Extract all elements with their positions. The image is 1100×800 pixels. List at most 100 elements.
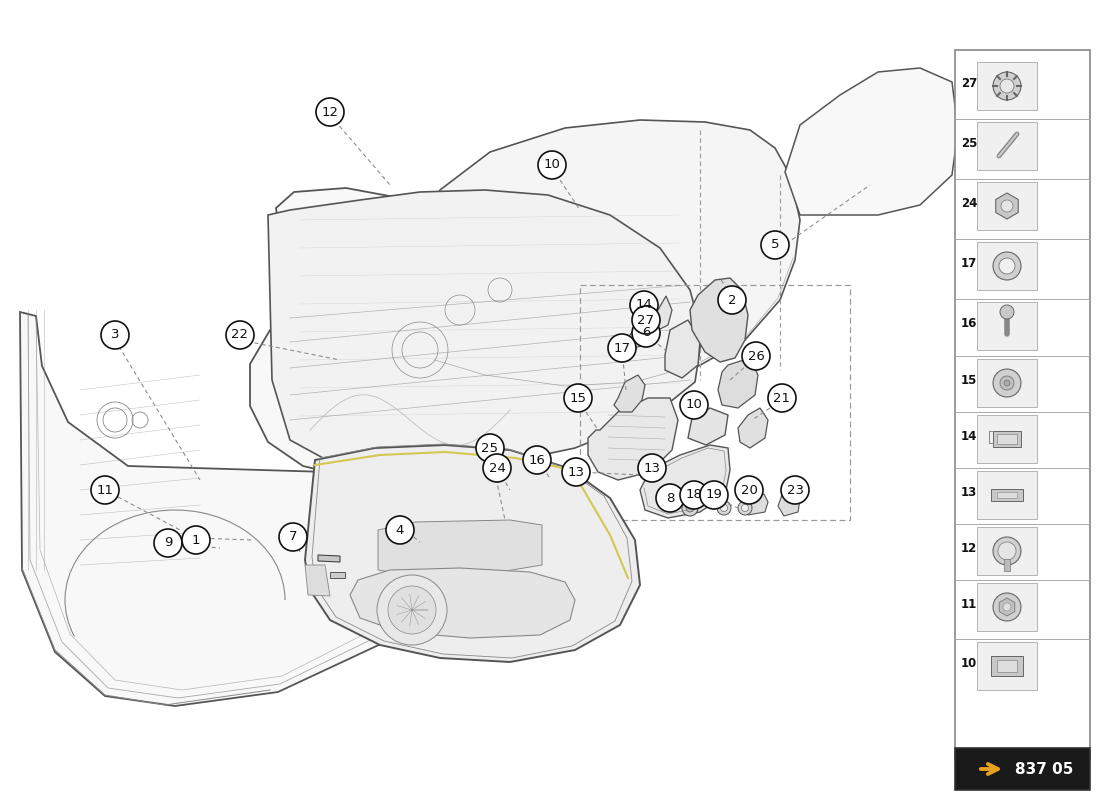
Text: 12: 12 [961,542,977,554]
Circle shape [656,484,684,512]
Circle shape [1000,305,1014,319]
Text: 8: 8 [666,491,674,505]
Circle shape [182,526,210,554]
Circle shape [522,446,551,474]
Circle shape [686,504,694,512]
Polygon shape [350,568,575,638]
Bar [977,302,1037,350]
Bar [993,431,1021,447]
Circle shape [741,505,748,511]
Circle shape [316,98,344,126]
Circle shape [742,342,770,370]
Circle shape [781,476,808,504]
Circle shape [564,384,592,412]
Circle shape [993,537,1021,565]
Bar [977,583,1037,631]
Polygon shape [305,445,640,662]
Circle shape [738,501,752,515]
Bar [977,122,1037,170]
Circle shape [682,500,698,516]
Circle shape [680,481,708,509]
Circle shape [632,319,660,347]
Text: 4: 4 [396,523,404,537]
Text: europ: europ [30,445,441,566]
Polygon shape [785,68,958,215]
Text: 13: 13 [568,466,584,478]
Text: 17: 17 [961,257,977,270]
Circle shape [998,542,1016,560]
Bar [977,642,1037,690]
Text: 837 05: 837 05 [1015,762,1074,777]
Bar [991,656,1023,676]
Bar [977,471,1037,519]
Polygon shape [718,358,758,408]
Text: 15: 15 [570,391,586,405]
Text: 15: 15 [961,374,978,386]
Circle shape [226,321,254,349]
Text: 16: 16 [529,454,546,466]
Text: 25: 25 [961,137,978,150]
Polygon shape [688,408,728,445]
Circle shape [1000,79,1014,93]
Text: 2: 2 [728,294,736,306]
Text: 26: 26 [748,350,764,362]
Polygon shape [318,555,340,562]
Circle shape [680,391,708,419]
Circle shape [476,434,504,462]
Polygon shape [330,572,345,578]
Text: 23: 23 [786,483,803,497]
Circle shape [608,334,636,362]
Bar [997,434,1018,444]
Polygon shape [628,318,650,348]
Text: 22: 22 [231,329,249,342]
Text: 5: 5 [771,238,779,251]
Polygon shape [614,375,645,412]
Polygon shape [305,565,330,596]
Circle shape [101,321,129,349]
Circle shape [91,476,119,504]
Text: 18: 18 [685,489,703,502]
Polygon shape [999,598,1015,616]
Circle shape [717,501,732,515]
Text: 11: 11 [97,483,113,497]
Polygon shape [268,190,702,480]
Circle shape [1000,376,1014,390]
Circle shape [638,454,666,482]
Circle shape [718,286,746,314]
Text: 13: 13 [961,486,977,498]
Text: 14: 14 [961,430,978,442]
Circle shape [999,258,1015,274]
Circle shape [562,458,590,486]
Circle shape [630,291,658,319]
Polygon shape [378,520,542,575]
Bar [977,62,1037,110]
Circle shape [1004,380,1010,386]
Circle shape [993,369,1021,397]
Text: 3: 3 [111,329,119,342]
Text: 14: 14 [636,298,652,311]
Circle shape [483,454,512,482]
Circle shape [1001,200,1013,212]
Text: 12: 12 [321,106,339,118]
Polygon shape [996,193,1019,219]
Circle shape [386,516,414,544]
Text: 24: 24 [488,462,505,474]
Polygon shape [588,398,678,480]
Text: 1: 1 [191,534,200,546]
Circle shape [993,252,1021,280]
Polygon shape [742,494,768,515]
Text: 25: 25 [482,442,498,454]
Circle shape [632,306,660,334]
Circle shape [1003,603,1011,611]
Circle shape [735,476,763,504]
Polygon shape [738,408,768,448]
Text: 21: 21 [773,391,791,405]
Text: 20: 20 [740,483,758,497]
Text: 13: 13 [644,462,660,474]
Bar [955,748,1090,790]
Bar [955,50,1090,760]
Circle shape [768,384,796,412]
Circle shape [388,586,436,634]
Bar [977,527,1037,575]
Text: 17: 17 [614,342,630,354]
